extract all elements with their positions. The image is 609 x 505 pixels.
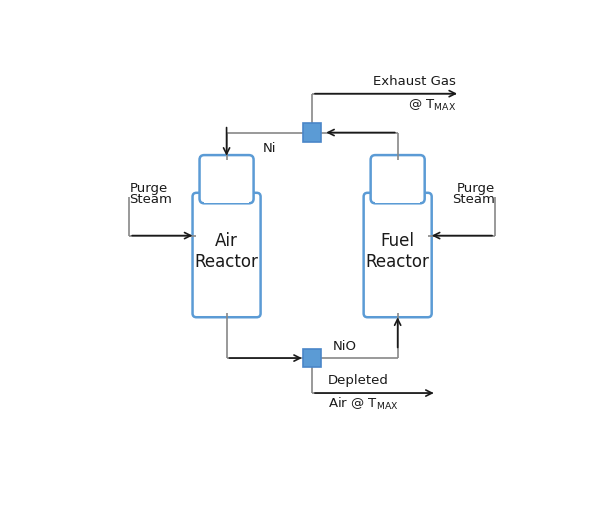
Text: Steam: Steam — [452, 193, 495, 207]
Bar — [303, 349, 322, 368]
FancyBboxPatch shape — [200, 155, 253, 204]
Text: Exhaust Gas: Exhaust Gas — [373, 75, 456, 88]
FancyBboxPatch shape — [364, 193, 432, 317]
Text: Purge: Purge — [457, 182, 495, 195]
Text: Depleted: Depleted — [328, 374, 389, 387]
Text: Air
Reactor: Air Reactor — [195, 232, 258, 271]
Text: @ T$_{\mathregular{MAX}}$: @ T$_{\mathregular{MAX}}$ — [408, 97, 456, 113]
Text: Steam: Steam — [129, 193, 172, 207]
Text: Air @ T$_{\mathregular{MAX}}$: Air @ T$_{\mathregular{MAX}}$ — [328, 396, 398, 412]
Text: Fuel
Reactor: Fuel Reactor — [366, 232, 429, 271]
Bar — [375, 193, 420, 203]
FancyBboxPatch shape — [371, 155, 424, 204]
Bar — [204, 193, 249, 203]
Text: NiO: NiO — [333, 340, 357, 353]
Text: Purge: Purge — [129, 182, 167, 195]
FancyBboxPatch shape — [192, 193, 261, 317]
Text: Ni: Ni — [262, 141, 276, 155]
Bar — [303, 123, 322, 142]
